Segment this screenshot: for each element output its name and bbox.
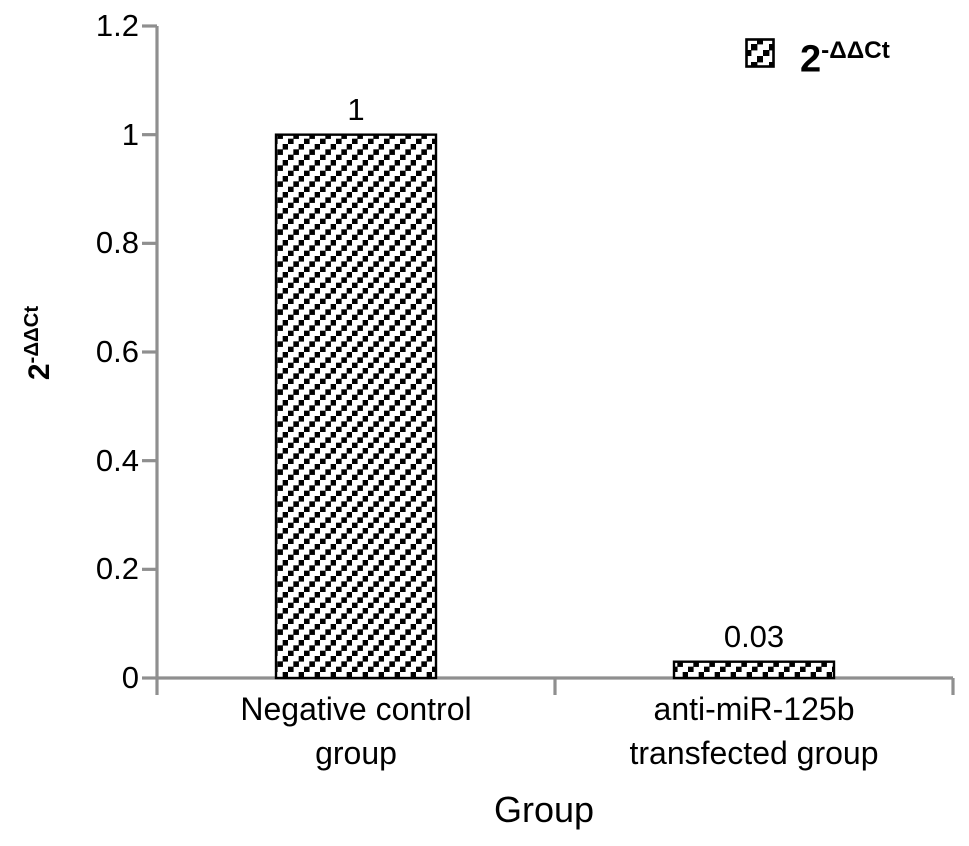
- legend: 2-ΔΔCt: [745, 38, 890, 79]
- legend-label-base: 2: [800, 38, 822, 81]
- x-axis-title: Group: [493, 789, 595, 830]
- y-tick-label: 0.8: [95, 225, 139, 261]
- legend-label: 2-ΔΔCt: [800, 37, 890, 81]
- legend-label-superscript: -ΔΔCt: [821, 37, 890, 64]
- x-category-label: anti-miR-125b transfected group: [629, 691, 879, 771]
- y-tick-label: 0: [121, 660, 139, 695]
- y-tick-label: 0.2: [95, 551, 139, 587]
- y-tick-label: 0.6: [95, 334, 139, 369]
- bar: [274, 133, 438, 680]
- y-axis-title-superscript: -ΔΔCt: [21, 305, 43, 364]
- y-axis-title: 2-ΔΔCt: [21, 306, 57, 380]
- x-category-label: Negative control group: [240, 691, 472, 771]
- legend-hatch-swatch-icon: [745, 38, 775, 68]
- y-axis-title-base: 2: [23, 363, 56, 381]
- y-tick-label: 1.2: [95, 8, 139, 43]
- bar: [672, 660, 836, 680]
- y-tick-label: 1: [121, 116, 139, 152]
- bars: [274, 133, 836, 680]
- bar-value-label: 0.03: [723, 618, 785, 654]
- y-tick-label: 0.4: [95, 442, 139, 478]
- bar-value-label: 1: [347, 91, 365, 127]
